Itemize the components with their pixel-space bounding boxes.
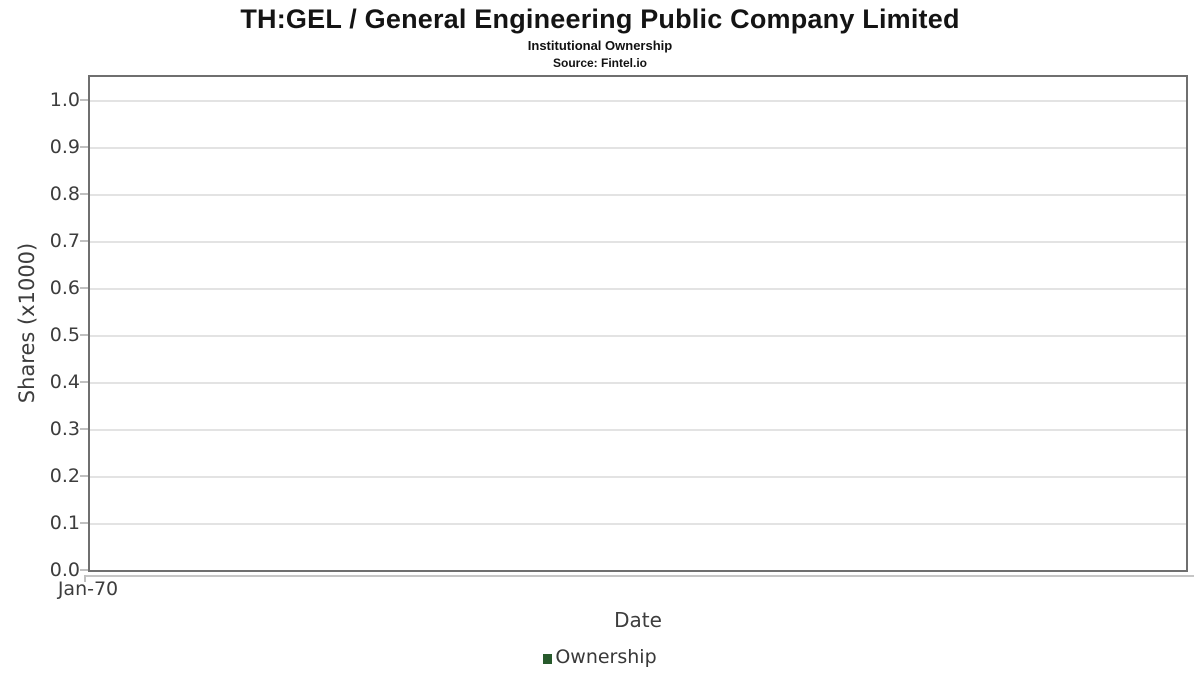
y-tick-label-0.6: 0.6 [49,277,80,299]
chart-subtitle: Institutional Ownership [527,38,673,53]
chart-header: TH:GEL / General Engineering Public Comp… [0,0,1200,70]
y-tick-label-0.9: 0.9 [49,136,80,158]
legend-label: Ownership [555,646,657,668]
y-tick-mark-0.3 [80,428,88,430]
gridline-y-0.5 [90,335,1186,337]
x-axis-tick-mark [84,575,86,582]
x-axis-title: Date [614,608,662,632]
y-tick-label-1.0: 1.0 [49,89,80,111]
gridline-y-0.3 [90,429,1186,431]
y-tick-mark-0.2 [80,475,88,477]
y-tick-label-0.7: 0.7 [49,230,80,252]
y-tick-mark-1.0 [80,99,88,101]
plot-area[interactable] [88,75,1188,572]
y-tick-label-0.4: 0.4 [49,371,80,393]
y-tick-label-0.2: 0.2 [49,465,80,487]
y-tick-mark-0.4 [80,381,88,383]
chart-title: TH:GEL / General Engineering Public Comp… [240,4,960,34]
gridline-y-1.0 [90,100,1186,102]
y-tick-label-0.5: 0.5 [49,324,80,346]
legend: Ownership [0,646,1200,668]
gridline-y-0.7 [90,241,1186,243]
y-tick-label-0.1: 0.1 [49,512,80,534]
legend-item-ownership[interactable]: Ownership [543,646,657,668]
y-tick-label-0.0: 0.0 [49,559,80,581]
legend-marker-square [543,653,553,664]
y-tick-label-0.3: 0.3 [49,418,80,440]
y-tick-mark-0.0 [80,569,88,571]
gridline-y-0.4 [90,382,1186,384]
y-tick-label-0.8: 0.8 [49,183,80,205]
y-tick-mark-0.1 [80,522,88,524]
gridline-y-0.0 [90,570,1186,572]
y-axis-tick-area: 0.0 0.1 0.2 0.3 0.4 0.5 0.6 0.7 0.8 0.9 1.0 [0,75,88,581]
gridline-y-0.2 [90,476,1186,478]
x-axis-line [84,575,1194,577]
y-tick-mark-0.9 [80,146,88,148]
gridline-y-0.8 [90,194,1186,196]
gridline-y-0.6 [90,288,1186,290]
y-tick-mark-0.5 [80,334,88,336]
y-tick-mark-0.6 [80,287,88,289]
x-axis-tick-label: Jan-70 [57,578,119,600]
y-tick-mark-0.7 [80,240,88,242]
y-tick-mark-0.8 [80,193,88,195]
gridline-y-0.1 [90,523,1186,525]
chart-source-attribution: Source: Fintel.io [552,56,647,70]
gridline-y-0.9 [90,147,1186,149]
